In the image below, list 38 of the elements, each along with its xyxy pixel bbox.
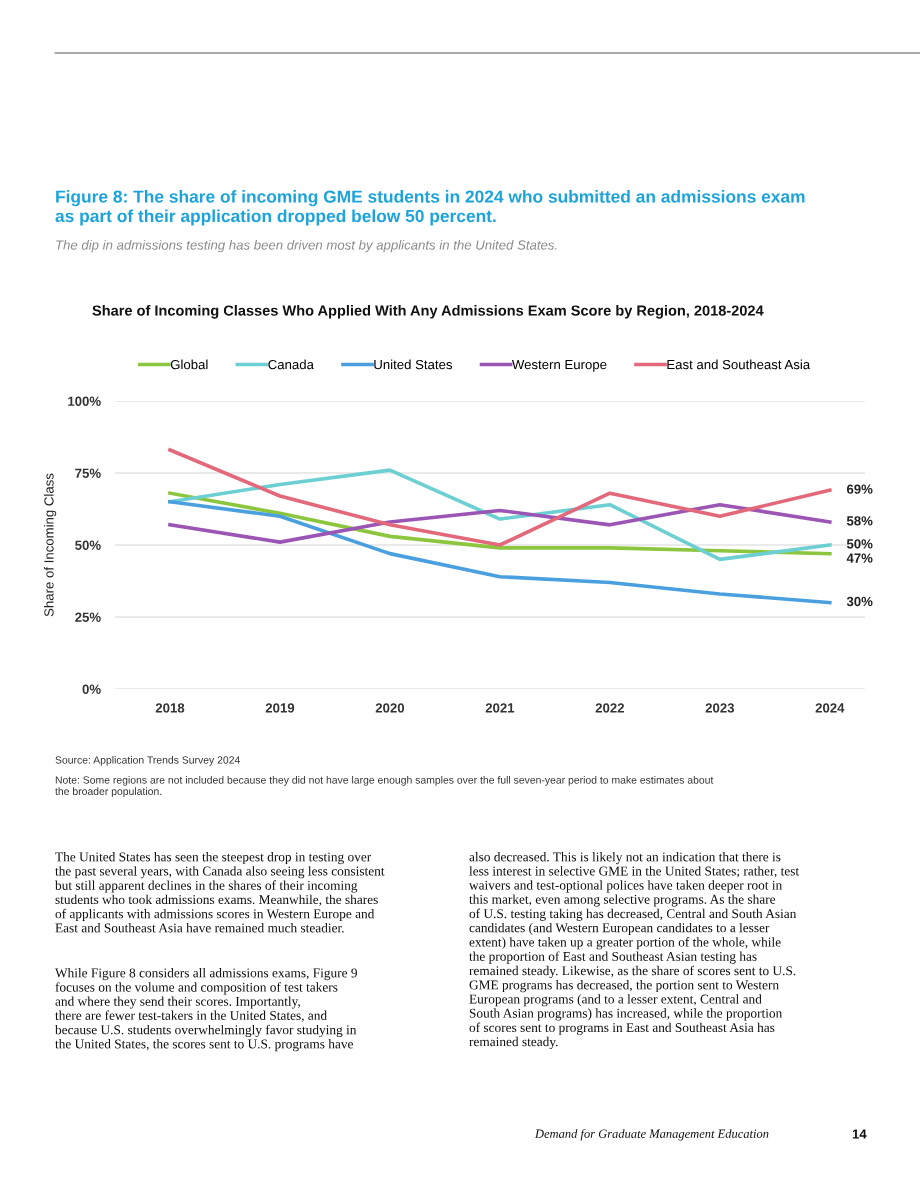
y-axis-title: Share of Incoming Class: [43, 473, 57, 617]
text: Share of Incoming Classes Who Applied With Any Admissions Exam Score by Region, 2018-2024: [92, 305, 764, 319]
x-tick-label: 2024: [815, 703, 845, 713]
y-tick-label: 50%: [75, 540, 101, 550]
line-series: [168, 499, 832, 605]
data-label: 58%: [846, 516, 873, 526]
legend-label: East and Southeast Asia: [667, 359, 811, 370]
text: Note: Some regions are not included because they did not have large enough samples over the full seven-year period to make estimates about the broader population.: [55, 776, 714, 798]
y-tick-label: 25%: [75, 612, 101, 622]
x-tick-label: 2022: [595, 703, 625, 713]
legend-label: United States: [374, 359, 453, 370]
line-series: [168, 448, 832, 547]
source-note: Source: Application Trends Survey 2024: [55, 756, 240, 766]
legend-label: Canada: [268, 359, 314, 370]
data-label: 47%: [846, 553, 873, 563]
x-tick-label: 2019: [265, 703, 295, 713]
y-tick-label: 100%: [68, 396, 101, 406]
y-tick-label: 0%: [82, 684, 101, 694]
text: also decreased. This is likely not an indication that there is less interest in selective GME in the United States; rather, test waivers and test-optional polices have taken deeper root in this market, even among selective programs. As the share of U.S. testing taking has decreased, Central and South Asian candidates (and Western European candidates to a lesser extent) have taken up a greater portion of the whole, while the proportion of East and Southeast Asian testing has remained steady. Likewise, as the share of scores sent to U.S. GME programs has decreased, the portion sent to Western European programs (and to a lesser extent, Central and South Asian programs) has increased, while the proportion of scores sent to programs in East and Southeast Asia has remained steady.: [469, 852, 800, 1049]
chart-title: Figure 8: The share of incoming GME students in 2024 who submitted an admissions exam as part of their application dropped below 50 percent.: [55, 190, 805, 226]
data-label: 50%: [846, 539, 873, 549]
legend-label: Global: [170, 359, 208, 370]
legend-label: Western Europe: [511, 360, 607, 372]
text: Demand for Graduate Management Education: [534, 1129, 769, 1141]
data-label: 30%: [846, 596, 873, 607]
text: While Figure 8 considers all admissions exams, Figure 9 focuses on the volume and composition of test takers and where they send their scores. Importantly, there are fewer test-takers in the United States, and because U.S. students overwhelmingly favor studying in the United States, the scores sent to U.S. programs have: [55, 968, 357, 1052]
x-tick-label: 2018: [155, 703, 185, 713]
x-tick-label: 2021: [485, 703, 515, 713]
line-series: [168, 491, 832, 556]
data-label: 69%: [846, 484, 873, 494]
text: 14: [852, 1129, 867, 1139]
x-tick-label: 2023: [705, 703, 735, 713]
line-series: [168, 468, 832, 562]
chart-subtitle: The dip in admissions testing has been driven most by applicants in the United States.: [56, 240, 557, 253]
x-tick-label: 2020: [375, 703, 405, 713]
line-series: [168, 502, 832, 544]
text: The United States has seen the steepest drop in testing over the past several years, with Canada also seeing less consistent but still apparent declines in the shares of their incoming students who took admissions exams. Meanwhile, the shares of applicants with admissions scores in Western Europe and East and Southeast Asia have remained much steadier.: [55, 852, 385, 933]
y-tick-label: 75%: [75, 468, 101, 478]
